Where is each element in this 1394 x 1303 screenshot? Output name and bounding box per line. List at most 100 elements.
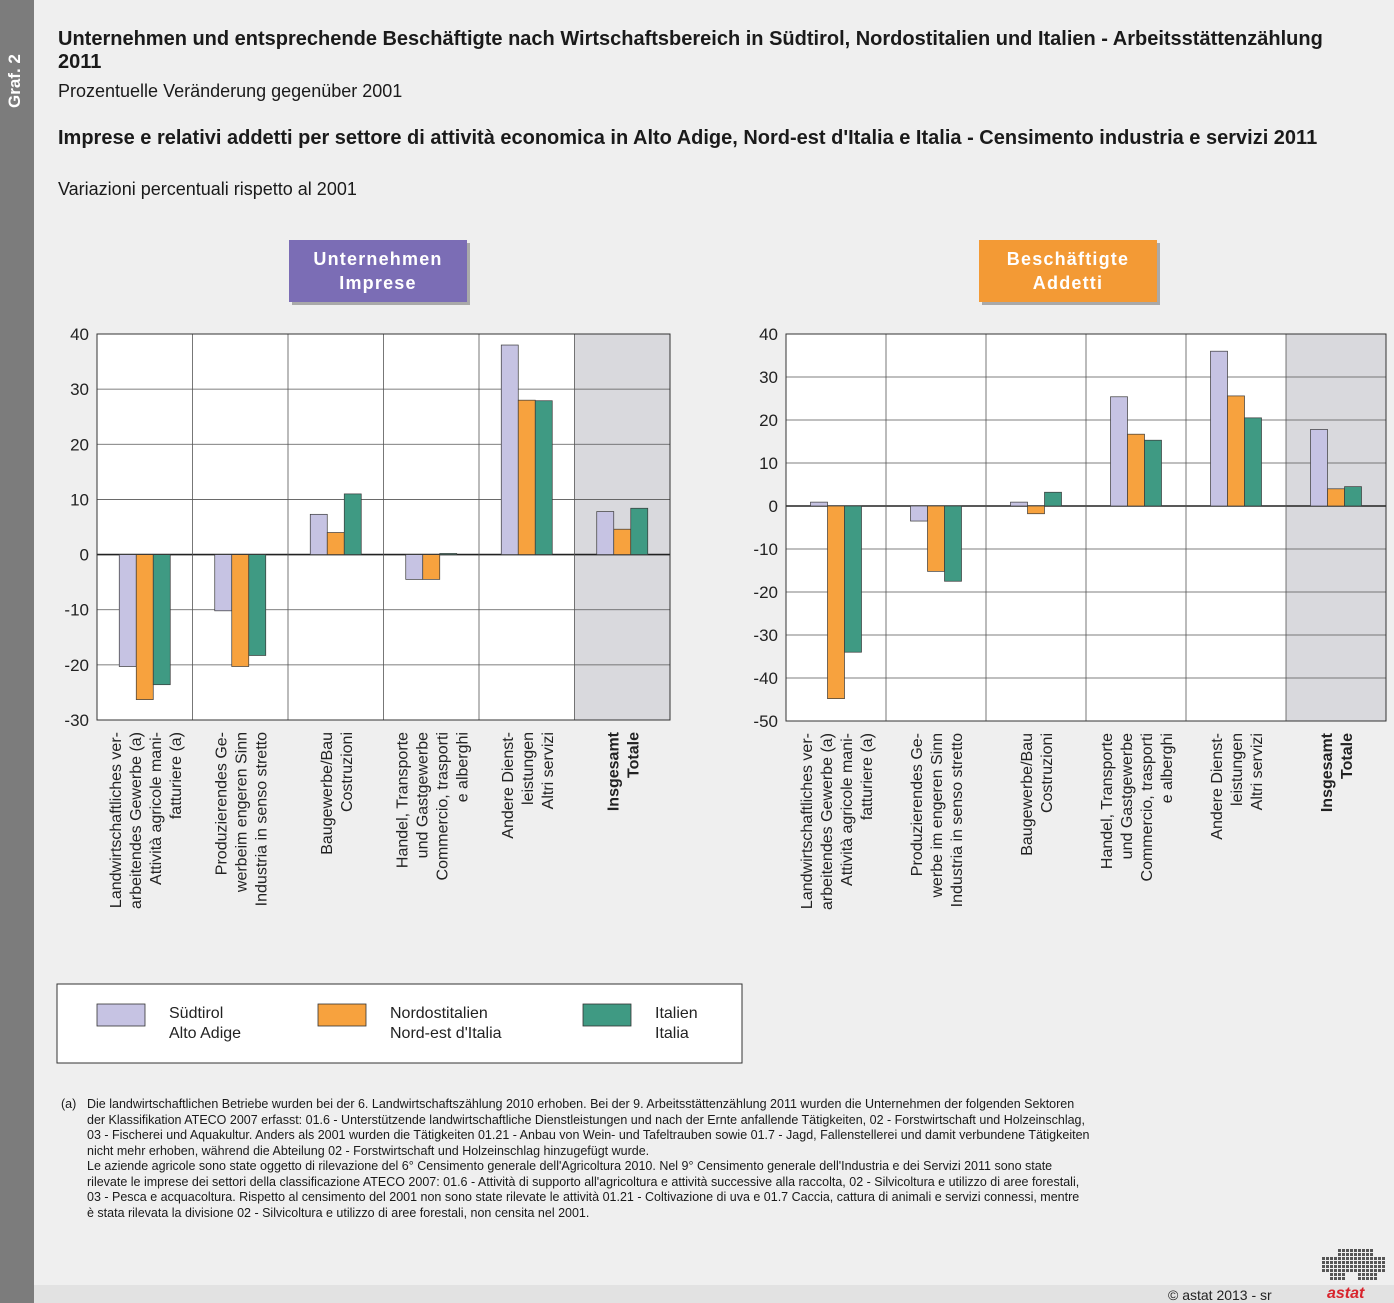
bar-italien xyxy=(1244,417,1262,507)
plot-frame xyxy=(785,333,1387,722)
category-label: Handel, Transporte xyxy=(394,732,411,868)
chart-enterprises: Unternehmen Imprese 40 30 20 10 0 -10 -20 -30 Land… xyxy=(64,240,671,909)
category-label: Insgesamt xyxy=(605,731,622,811)
subtitle-german: Prozentuelle Veränderung gegenüber 2001 xyxy=(58,81,403,101)
logo-dot xyxy=(1378,1269,1381,1272)
logo-dot xyxy=(1338,1261,1341,1264)
category-label: e alberghi xyxy=(1159,733,1176,803)
logo-dot xyxy=(1382,1269,1385,1272)
plot-frame xyxy=(96,333,671,721)
y-tick-label: -20 xyxy=(753,583,778,602)
footnote-line: der Klassifikation ATECO 2007 erfasst: 0… xyxy=(87,1112,1085,1127)
logo-dot xyxy=(1330,1269,1333,1272)
logo-dot xyxy=(1330,1257,1333,1260)
category-label: arbeitendes Gewerbe (a) xyxy=(819,733,836,910)
bar-nordost xyxy=(231,554,250,667)
legend-label: Nord-est d'Italia xyxy=(390,1025,502,1042)
legend-label: Alto Adige xyxy=(169,1025,241,1042)
footnote-line: 03 - Fischerei und Aquakultur. Anders al… xyxy=(87,1128,1090,1142)
title-italian: Imprese e relativi addetti per settore d… xyxy=(58,127,1318,149)
logo-dot xyxy=(1362,1269,1365,1272)
category-label: Attività agricole mani- xyxy=(148,732,165,885)
bar-nordost xyxy=(422,554,441,580)
y-tick-label: -20 xyxy=(64,656,89,675)
logo-dot xyxy=(1338,1269,1341,1272)
category-label: Totale xyxy=(625,732,642,778)
logo-dot xyxy=(1346,1249,1349,1252)
logo-dot xyxy=(1342,1249,1345,1252)
logo-dot xyxy=(1362,1253,1365,1256)
bar-nordost xyxy=(517,399,536,555)
bar-nordost xyxy=(1127,433,1145,507)
y-tick-label: -10 xyxy=(64,601,89,620)
y-tick-label: 30 xyxy=(759,368,778,387)
logo-dot xyxy=(1382,1261,1385,1264)
category-label: Andere Dienst- xyxy=(1209,733,1226,840)
logo-dot xyxy=(1334,1261,1337,1264)
logo-dot xyxy=(1330,1273,1333,1276)
legend-label: Südtirol xyxy=(169,1005,223,1022)
logo-dot xyxy=(1322,1257,1325,1260)
bar-nordost xyxy=(1327,488,1345,507)
badge-label: Imprese xyxy=(339,273,416,293)
logo-dot xyxy=(1366,1269,1369,1272)
bar-suedtirol xyxy=(309,513,328,555)
bar-italien xyxy=(1144,439,1162,507)
logo-dot xyxy=(1362,1257,1365,1260)
logo-dot xyxy=(1350,1253,1353,1256)
y-tick-label: -30 xyxy=(753,626,778,645)
logo-dot xyxy=(1326,1257,1329,1260)
logo-dot xyxy=(1342,1257,1345,1260)
bar-suedtirol xyxy=(500,344,519,555)
logo-dot xyxy=(1322,1265,1325,1268)
logo-dot xyxy=(1382,1257,1385,1260)
logo-dot xyxy=(1346,1265,1349,1268)
category-label: Baugewerbe/Bau xyxy=(1019,733,1036,856)
bar-suedtirol xyxy=(1010,501,1028,507)
logo-dot xyxy=(1366,1257,1369,1260)
logo-dot xyxy=(1334,1265,1337,1268)
logo-dot xyxy=(1370,1257,1373,1260)
category-label: Commercio, trasporti xyxy=(434,732,451,880)
category-label: Insgesamt xyxy=(1319,732,1336,812)
astat-logo-icon xyxy=(1322,1249,1385,1280)
footnote-line: nicht mehr erhoben, während die Abteilun… xyxy=(87,1143,650,1158)
logo-dot xyxy=(1326,1269,1329,1272)
logo-dot xyxy=(1354,1257,1357,1260)
logo-dot xyxy=(1342,1253,1345,1256)
logo-dot xyxy=(1350,1257,1353,1260)
logo-dot xyxy=(1366,1277,1369,1280)
bar-nordost xyxy=(135,554,154,700)
logo-dot xyxy=(1354,1249,1357,1252)
category-label: Costruzioni xyxy=(1039,733,1056,813)
category-label: Produzierendes Ge- xyxy=(213,732,230,875)
footnote-marker: (a) xyxy=(61,1097,77,1111)
bar-italien xyxy=(1344,486,1362,507)
bar-italien xyxy=(152,554,171,686)
category-label: fatturiere (a) xyxy=(859,733,876,820)
bar-nordost xyxy=(326,532,345,555)
logo-dot xyxy=(1358,1261,1361,1264)
category-label: Baugewerbe/Bau xyxy=(319,732,336,855)
category-label: leistungen xyxy=(520,732,537,805)
logo-dot xyxy=(1350,1265,1353,1268)
footnote-text: Die landwirtschaftlichen Betriebe wurden… xyxy=(87,1097,1387,1221)
logo-dot xyxy=(1374,1273,1377,1276)
logo-dot xyxy=(1382,1265,1385,1268)
bar-nordost xyxy=(827,505,845,699)
bar-italien xyxy=(534,400,553,555)
bar-italien xyxy=(844,505,862,653)
bar-nordost xyxy=(1227,395,1245,507)
subtitle-italian: Variazioni percentuali rispetto al 2001 xyxy=(58,179,357,199)
y-tick-label: 10 xyxy=(759,454,778,473)
logo-dot xyxy=(1334,1257,1337,1260)
legend-label: Nordostitalien xyxy=(390,1005,488,1022)
logo-dot xyxy=(1346,1261,1349,1264)
logo-dot xyxy=(1358,1257,1361,1260)
bar-nordost xyxy=(927,505,945,572)
logo-dot xyxy=(1342,1277,1345,1280)
y-tick-label: 20 xyxy=(70,435,89,454)
logo-dot xyxy=(1370,1277,1373,1280)
y-tick-label: 0 xyxy=(769,497,778,516)
logo-dot xyxy=(1370,1253,1373,1256)
